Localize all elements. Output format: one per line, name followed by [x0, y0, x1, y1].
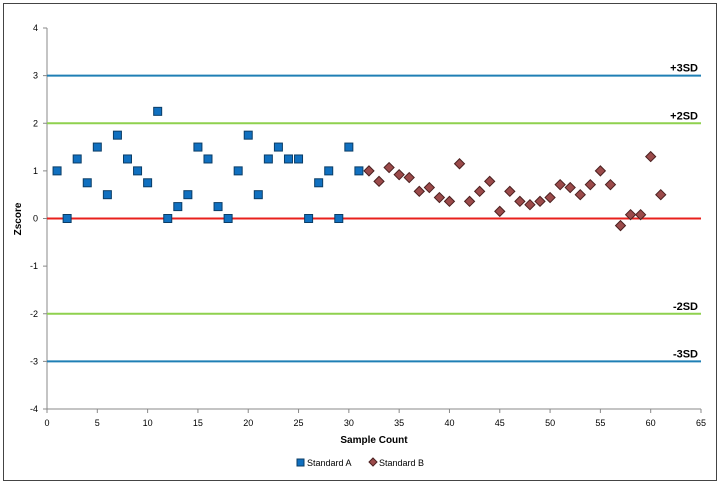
legend-label: Standard B [379, 458, 424, 468]
x-tick-label: 45 [495, 418, 505, 428]
x-tick-label: 0 [44, 418, 49, 428]
y-tick-label: 1 [33, 166, 38, 176]
chart-frame [3, 3, 717, 481]
data-point-standard-a [243, 130, 253, 140]
y-tick-label: 3 [33, 71, 38, 81]
y-tick-label: 0 [33, 214, 38, 224]
legend-label: Standard A [307, 458, 352, 468]
data-point-standard-b [524, 198, 536, 211]
x-axis-label: Sample Count [340, 435, 408, 446]
legend-marker-standard-b [368, 457, 378, 467]
data-point-standard-b [453, 158, 466, 170]
data-point-standard-a [92, 142, 102, 152]
data-point-standard-b [433, 191, 446, 204]
data-point-standard-b [484, 175, 496, 188]
data-point-standard-a [253, 190, 263, 200]
data-point-standard-a [52, 166, 62, 176]
data-point-standard-a [72, 154, 82, 164]
legend-marker-standard-a [296, 458, 305, 467]
data-point-standard-a [263, 154, 273, 164]
reference-line-label: -2SD [673, 301, 698, 313]
data-point-standard-b [614, 219, 627, 232]
data-point-standard-a [223, 214, 233, 223]
x-tick-label: 35 [394, 418, 404, 428]
data-point-standard-a [304, 214, 314, 223]
x-tick-label: 5 [95, 418, 100, 428]
data-point-standard-a [122, 154, 132, 164]
x-tick-label: 25 [294, 418, 304, 428]
data-point-standard-b [463, 195, 476, 208]
y-tick-label: -2 [30, 309, 38, 319]
y-axis-label: Zscore [13, 202, 24, 235]
data-point-standard-b [604, 178, 617, 191]
reference-line-label: +3SD [670, 63, 698, 75]
data-point-standard-b [544, 191, 556, 204]
data-point-standard-b [363, 165, 375, 177]
data-point-standard-a [354, 166, 364, 176]
data-point-standard-b [594, 165, 607, 177]
data-point-standard-b [413, 185, 425, 198]
data-point-standard-a [82, 178, 92, 188]
data-point-standard-a [112, 130, 122, 140]
data-point-standard-b [655, 188, 667, 201]
data-point-standard-b [383, 161, 395, 174]
reference-line-label: +2SD [670, 110, 698, 122]
x-tick-label: 15 [193, 418, 203, 428]
data-point-standard-a [183, 190, 193, 200]
data-point-standard-b [564, 181, 576, 194]
data-point-standard-a [173, 202, 183, 212]
x-tick-label: 55 [595, 418, 605, 428]
data-point-standard-a [283, 154, 293, 164]
data-point-standard-b [504, 185, 516, 198]
data-point-standard-b [574, 188, 586, 201]
data-point-standard-b [634, 208, 647, 221]
data-point-standard-a [102, 190, 112, 200]
data-point-standard-b [373, 175, 385, 188]
data-point-standard-a [273, 142, 283, 152]
y-tick-label: -4 [30, 404, 38, 414]
x-tick-label: 20 [243, 418, 253, 428]
data-point-standard-a [133, 166, 143, 176]
data-point-standard-a [193, 142, 203, 152]
x-tick-label: 60 [646, 418, 656, 428]
y-tick-label: -3 [30, 356, 38, 366]
data-point-standard-b [644, 150, 657, 163]
data-point-standard-a [143, 178, 153, 188]
x-tick-label: 30 [344, 418, 354, 428]
data-point-standard-a [314, 178, 324, 188]
x-tick-label: 65 [696, 418, 706, 428]
data-point-standard-a [163, 214, 173, 223]
x-tick-label: 10 [143, 418, 153, 428]
data-point-standard-a [203, 154, 213, 164]
x-tick-label: 50 [545, 418, 555, 428]
data-point-standard-a [213, 202, 223, 212]
data-point-standard-a [324, 166, 334, 176]
data-point-standard-b [554, 178, 566, 191]
data-point-standard-b [403, 171, 415, 184]
data-point-standard-b [443, 195, 456, 208]
data-point-standard-a [153, 106, 163, 116]
data-point-standard-a [344, 142, 354, 152]
data-point-standard-b [534, 195, 546, 208]
data-point-standard-b [393, 168, 405, 181]
data-point-standard-b [494, 205, 506, 218]
data-point-standard-b [423, 181, 436, 194]
data-point-standard-b [584, 178, 597, 191]
reference-line-label: -3SD [673, 348, 698, 360]
y-tick-label: -1 [30, 261, 38, 271]
y-tick-label: 4 [33, 23, 38, 33]
data-point-standard-a [62, 214, 72, 223]
x-tick-label: 40 [444, 418, 454, 428]
data-point-standard-a [334, 214, 344, 223]
data-point-standard-b [514, 195, 526, 208]
data-point-standard-b [624, 208, 637, 221]
data-point-standard-a [233, 166, 243, 176]
data-point-standard-b [473, 185, 486, 198]
y-tick-label: 2 [33, 118, 38, 128]
data-point-standard-a [294, 154, 304, 164]
